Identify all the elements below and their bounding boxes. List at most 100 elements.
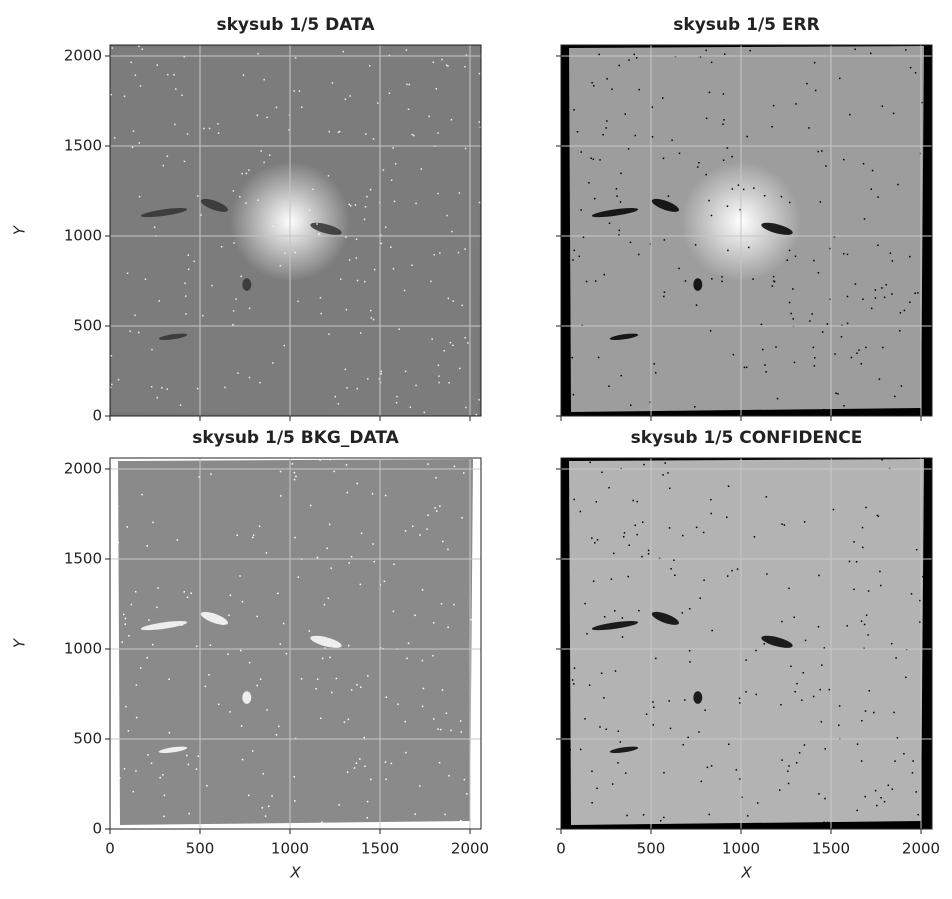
image-speckle: [279, 495, 282, 497]
image-speckle: [293, 478, 296, 481]
image-speckle: [245, 202, 247, 204]
image-speckle: [135, 716, 138, 719]
image-speckle: [123, 767, 126, 770]
image-speckle: [602, 133, 604, 136]
y-tick-label: 0: [92, 407, 102, 425]
image-speckle: [771, 285, 774, 287]
image-speckle: [710, 498, 712, 501]
y-tick-label: 1000: [64, 226, 102, 244]
image-speckle: [187, 268, 190, 271]
image-speckle: [809, 320, 811, 322]
image-speckle: [342, 50, 344, 53]
image-speckle: [877, 244, 879, 247]
image-speckle: [663, 816, 665, 819]
image-speckle: [421, 705, 424, 708]
image-speckle: [877, 196, 879, 198]
image-speckle: [708, 199, 710, 202]
image-speckle: [420, 168, 423, 170]
image-speckle: [643, 463, 645, 466]
image-speckle: [266, 116, 268, 119]
image-speckle: [636, 533, 638, 536]
image-speckle: [618, 229, 621, 232]
image-speckle: [193, 260, 195, 263]
image-speckle: [367, 675, 369, 677]
image-speckle: [316, 556, 319, 559]
image-speckle: [382, 169, 385, 171]
image-speckle: [788, 301, 791, 304]
image-speckle: [628, 544, 631, 547]
image-speckle: [824, 797, 826, 800]
image-speckle: [678, 267, 680, 270]
image-feature: [591, 621, 639, 631]
image-speckle: [662, 474, 664, 476]
image-speckle: [651, 106, 654, 108]
image-speckle: [428, 115, 430, 118]
image-speckle: [139, 85, 142, 87]
image-speckle: [262, 772, 265, 775]
image-speckle: [788, 765, 790, 767]
image-speckle: [241, 600, 244, 603]
image-speckle: [179, 404, 182, 406]
image-speckle: [897, 183, 899, 186]
image-speckle: [464, 147, 467, 150]
image-speckle: [572, 393, 575, 396]
image-speckle: [578, 255, 581, 258]
image-speckle: [700, 780, 703, 783]
image-speckle: [363, 736, 365, 739]
image-speckle: [682, 744, 684, 746]
image-speckle: [652, 724, 654, 726]
chart-title: skysub 1/5 DATA: [217, 15, 376, 35]
image-speckle: [924, 285, 927, 288]
y-tick-label: 2000: [64, 459, 102, 477]
image-speckle: [217, 703, 220, 706]
image-speckle: [589, 461, 591, 464]
image-speckle: [877, 515, 880, 518]
image-speckle: [447, 548, 449, 551]
image-speckle: [236, 534, 238, 537]
image-speckle: [396, 395, 398, 398]
image-speckle: [168, 678, 170, 681]
image-speckle: [813, 61, 816, 64]
image-speckle: [144, 278, 147, 280]
image-feature: [310, 222, 342, 235]
image-speckle: [248, 169, 250, 171]
image-speckle: [910, 593, 913, 595]
image-speckle: [411, 264, 413, 266]
image-speckle: [472, 704, 475, 706]
image-speckle: [806, 82, 808, 85]
image-speckle: [796, 682, 798, 685]
image-speckle: [688, 608, 691, 610]
image-speckle: [727, 249, 729, 252]
image-speckle: [592, 580, 595, 582]
image-speckle: [891, 788, 894, 790]
image-speckle: [450, 729, 452, 732]
image-speckle: [846, 322, 849, 325]
image-feature: [158, 333, 188, 340]
image-speckle: [856, 809, 858, 812]
image-speckle: [112, 816, 114, 818]
image-speckle: [653, 706, 655, 708]
image-speckle: [239, 195, 241, 198]
image-speckle: [579, 748, 582, 751]
image-speckle: [265, 552, 268, 554]
image-speckle: [663, 295, 665, 298]
image-speckle: [573, 249, 576, 252]
image-speckle: [673, 559, 675, 561]
image-speckle: [566, 252, 568, 255]
image-speckle: [409, 406, 412, 408]
image-speckle: [123, 95, 126, 97]
image-speckle: [448, 381, 450, 384]
image-speckle: [116, 505, 119, 507]
image-speckle: [134, 314, 136, 317]
image-speckle: [308, 630, 311, 632]
image-speckle: [385, 778, 387, 781]
image-speckle: [356, 482, 359, 485]
image-speckle: [608, 486, 610, 489]
image-speckle: [232, 324, 234, 326]
image-speckle: [110, 386, 112, 389]
image-speckle: [229, 711, 231, 713]
image-speckle: [927, 772, 930, 775]
image-speckle: [925, 582, 927, 584]
image-speckle: [737, 184, 740, 186]
image-speckle: [364, 206, 367, 208]
